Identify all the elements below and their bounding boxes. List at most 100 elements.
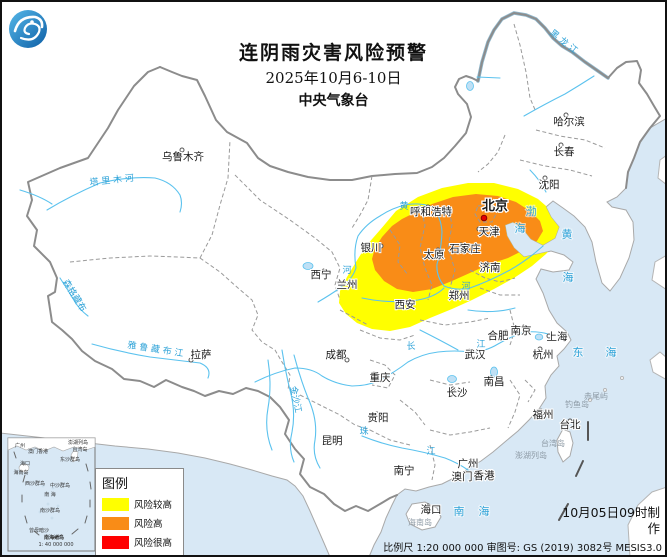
sea-label: 海 bbox=[563, 270, 574, 284]
city-label: 南昌 bbox=[484, 375, 505, 388]
inset-label: 广州 bbox=[15, 442, 25, 449]
city-dot bbox=[542, 175, 548, 181]
city-label: 台北 bbox=[560, 418, 581, 431]
city-dot bbox=[458, 242, 464, 248]
city-label: 哈尔滨 bbox=[553, 115, 585, 128]
city-label: 长春 bbox=[554, 146, 575, 158]
city-dot bbox=[404, 299, 410, 305]
city-label: 呼和浩特 bbox=[410, 206, 452, 218]
river-label: 河 bbox=[461, 280, 470, 292]
sea-label: 渤 bbox=[526, 205, 537, 218]
risk-area-high bbox=[372, 194, 543, 292]
legend-label: 风险高 bbox=[134, 519, 163, 530]
ryukyu-islands bbox=[649, 351, 667, 381]
city-dot bbox=[503, 329, 509, 335]
philippines-luzon bbox=[627, 486, 667, 557]
city-label: 武汉 bbox=[465, 348, 486, 361]
cma-logo bbox=[9, 10, 47, 48]
city-dot bbox=[558, 142, 564, 148]
city-label: 银川 bbox=[361, 241, 382, 254]
china-border-north bbox=[159, 12, 661, 189]
boundary-dash-segments bbox=[558, 421, 589, 521]
city-dot bbox=[476, 226, 482, 232]
city-label: 沈阳 bbox=[539, 178, 560, 191]
city-label: 海口 bbox=[421, 503, 442, 516]
island-label: 澎湖列岛 bbox=[515, 450, 547, 460]
city-dot bbox=[468, 458, 474, 464]
sea-label: 黄 bbox=[562, 227, 573, 241]
legend-title: 图例 bbox=[102, 477, 129, 492]
small-island bbox=[620, 376, 624, 380]
city-label: 香港 bbox=[474, 470, 495, 482]
city-dot bbox=[337, 281, 343, 287]
city-dot bbox=[453, 289, 459, 295]
legend-item: 风险高 bbox=[102, 516, 177, 530]
city-dot bbox=[480, 214, 488, 222]
city-dot bbox=[455, 471, 461, 477]
legend-swatch bbox=[102, 516, 129, 530]
city-dot bbox=[537, 346, 543, 352]
city-label: 福州 bbox=[533, 408, 554, 421]
city-dot bbox=[486, 470, 492, 476]
river-label: 长 bbox=[406, 340, 415, 352]
city-label: 昆明 bbox=[322, 435, 343, 447]
city-label: 太原 bbox=[424, 248, 445, 261]
city-label: 拉萨 bbox=[191, 348, 212, 361]
city-dot bbox=[425, 503, 431, 509]
scale-and-approval: 比例尺 1:20 000 000 审图号: GS (2019) 3082号 ME… bbox=[383, 543, 662, 554]
inset-label: 1: 40 000 000 bbox=[38, 542, 73, 548]
city-dot bbox=[402, 465, 408, 471]
sea-label: 海 bbox=[606, 345, 617, 359]
inset-label: 澳门香港 bbox=[28, 448, 48, 455]
legend-item: 风险很高 bbox=[102, 535, 177, 549]
island-label: 海南岛 bbox=[408, 517, 432, 527]
city-dot bbox=[546, 333, 552, 339]
sea-label: 南 bbox=[454, 505, 465, 518]
rivers bbox=[19, 75, 595, 471]
city-dot bbox=[521, 324, 527, 330]
city-label: 合肥 bbox=[488, 329, 509, 342]
city-dot bbox=[378, 243, 384, 249]
province-boundaries bbox=[69, 23, 606, 481]
river-label: 珠 bbox=[359, 425, 368, 437]
inset-label: 南沙群岛 bbox=[40, 507, 60, 514]
city-label: 贵阳 bbox=[368, 411, 389, 424]
island-label: 台湾岛 bbox=[541, 438, 565, 448]
sea-labels: 渤海 黄海东 海南海 bbox=[453, 204, 618, 519]
city-dot bbox=[488, 375, 494, 381]
city-dot bbox=[450, 386, 456, 392]
sea-label: 东 bbox=[573, 346, 584, 359]
inset-label: 海南岛 bbox=[13, 469, 28, 476]
japan-kyushu bbox=[657, 154, 667, 186]
inset-label: 海口 bbox=[20, 460, 30, 467]
sea-label: 海 bbox=[479, 504, 490, 518]
city-label: 北京 bbox=[482, 198, 508, 214]
city-dot bbox=[371, 371, 377, 377]
taiwan-island bbox=[556, 428, 574, 463]
lakes bbox=[302, 81, 544, 383]
inset-label: 南海诸岛 bbox=[44, 534, 64, 541]
city-dot bbox=[435, 247, 441, 253]
legend-swatch bbox=[102, 497, 129, 511]
city-label: 南京 bbox=[511, 324, 532, 337]
japan-islands bbox=[651, 254, 667, 291]
city-dot bbox=[538, 408, 544, 414]
legend-item: 风险较高 bbox=[102, 497, 177, 511]
china-border-west-south bbox=[26, 66, 398, 512]
city-label: 南宁 bbox=[394, 464, 415, 477]
city-label: 兰州 bbox=[337, 278, 358, 291]
city-label: 石家庄 bbox=[449, 242, 481, 255]
issue-time: 10月05日09时制作 bbox=[562, 505, 660, 536]
inset-label: 澎湖列岛 bbox=[68, 439, 88, 446]
river-label: 江 bbox=[476, 339, 485, 350]
city-dot bbox=[179, 147, 185, 153]
inset-label: 曾母暗沙 bbox=[29, 527, 49, 534]
city-dot bbox=[567, 418, 573, 424]
city-label: 西宁 bbox=[311, 268, 332, 281]
city-label: 上海 bbox=[547, 330, 568, 343]
river-label: 河 bbox=[342, 264, 351, 276]
island-label: 赤尾屿 bbox=[584, 392, 608, 401]
